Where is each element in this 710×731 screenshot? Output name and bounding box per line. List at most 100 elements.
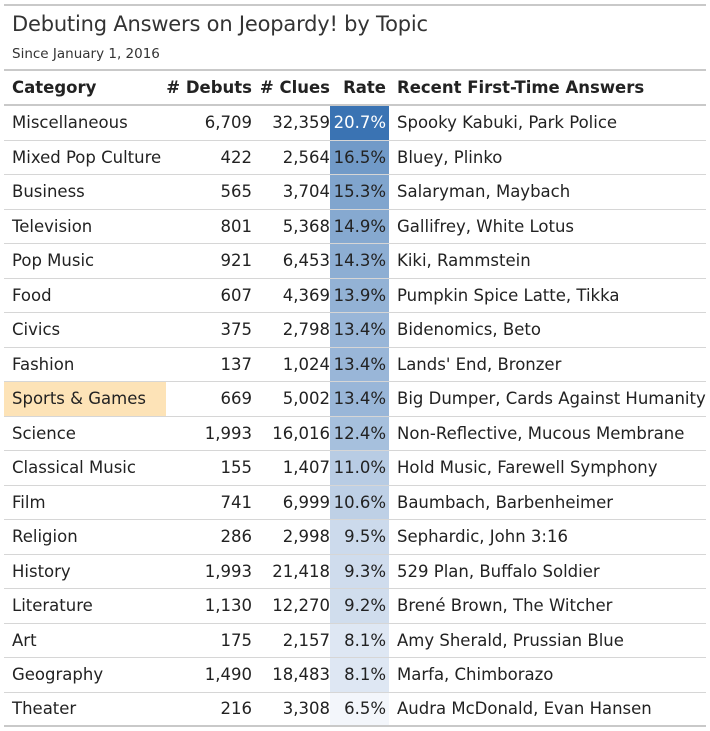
table-row: Religion 286 2,998 9.5% Sephardic, John 3:16 <box>4 520 706 555</box>
table-row: History 1,993 21,418 9.3% 529 Plan, Buffalo … <box>4 554 706 589</box>
category-cell[interactable]: Classical Music <box>12 458 136 478</box>
clues-cell: 32,359 <box>272 113 330 133</box>
category-cell[interactable]: Fashion <box>12 354 75 374</box>
rate-cell: 6.5% <box>330 692 389 725</box>
rate-cell: 9.3% <box>330 554 389 588</box>
category-cell[interactable]: Television <box>12 216 93 236</box>
category-cell[interactable]: Literature <box>12 596 93 616</box>
header-debuts[interactable]: # Debuts <box>166 78 252 97</box>
rate-cell: 8.1% <box>330 658 389 692</box>
category-cell[interactable]: Business <box>12 182 85 202</box>
category-cell[interactable]: Food <box>12 285 52 305</box>
top-rule <box>4 4 706 6</box>
category-cell[interactable]: Art <box>12 630 37 650</box>
answers-cell: Marfa, Chimborazo <box>397 665 554 685</box>
clues-cell: 18,483 <box>272 665 330 685</box>
answers-cell: 529 Plan, Buffalo Soldier <box>397 561 600 581</box>
header-clues[interactable]: # Clues <box>259 78 330 97</box>
chart-title: Debuting Answers on Jeopardy! by Topic <box>12 12 428 36</box>
debuts-cell: 1,490 <box>204 665 252 685</box>
category-cell[interactable]: Mixed Pop Culture <box>12 147 162 167</box>
answers-cell: Pumpkin Spice Latte, Tikka <box>397 285 620 305</box>
clues-cell: 6,453 <box>282 251 330 271</box>
clues-cell: 3,704 <box>282 182 330 202</box>
table-row: Literature 1,130 12,270 9.2% Brené Brown, Th… <box>4 589 706 624</box>
rate-cell: 13.4% <box>330 347 389 381</box>
clues-cell: 2,998 <box>282 527 330 547</box>
answers-cell: Amy Sherald, Prussian Blue <box>397 630 624 650</box>
debuts-cell: 6,709 <box>204 113 252 133</box>
debuts-cell: 216 <box>220 699 253 719</box>
table-row: Film 741 6,999 10.6% Baumbach, Barbenheimer <box>4 485 706 520</box>
answers-cell: Hold Music, Farewell Symphony <box>397 458 658 478</box>
table-row: Sports & Games 669 5,002 13.4% Big Dumper, C… <box>4 382 706 417</box>
clues-cell: 3,308 <box>282 699 330 719</box>
table-row: Science 1,993 16,016 12.4% Non-Reflective, M… <box>4 416 706 451</box>
clues-cell: 2,798 <box>282 320 330 340</box>
debuts-cell: 155 <box>220 458 253 478</box>
category-cell[interactable]: Religion <box>12 527 78 547</box>
table-header-row: Category # Debuts # Clues Rate Recent Fi… <box>4 71 706 106</box>
rate-cell: 10.6% <box>330 485 389 519</box>
answers-cell: Audra McDonald, Evan Hansen <box>397 699 652 719</box>
category-cell[interactable]: Miscellaneous <box>12 113 128 133</box>
answers-cell: Bidenomics, Beto <box>397 320 541 340</box>
clues-cell: 16,016 <box>272 423 330 443</box>
data-table: Category # Debuts # Clues Rate Recent Fi… <box>4 69 706 727</box>
debuts-cell: 921 <box>220 251 253 271</box>
debuts-cell: 175 <box>220 630 253 650</box>
answers-cell: Non-Reflective, Mucous Membrane <box>397 423 685 443</box>
table-row: Pop Music 921 6,453 14.3% Kiki, Rammstein <box>4 244 706 279</box>
debuts-cell: 286 <box>220 527 253 547</box>
category-cell[interactable]: History <box>12 561 71 581</box>
answers-cell: Brené Brown, The Witcher <box>397 596 613 616</box>
category-cell[interactable]: Theater <box>12 699 77 719</box>
category-cell[interactable]: Civics <box>12 320 61 340</box>
debuts-cell: 1,130 <box>204 596 252 616</box>
table-row: Civics 375 2,798 13.4% Bidenomics, Beto <box>4 313 706 348</box>
rate-cell: 16.5% <box>330 140 389 174</box>
answers-cell: Sephardic, John 3:16 <box>397 527 568 547</box>
debuts-cell: 1,993 <box>204 561 252 581</box>
clues-cell: 1,407 <box>282 458 330 478</box>
category-cell[interactable]: Pop Music <box>12 251 95 271</box>
header-rate[interactable]: Rate <box>343 78 386 97</box>
header-answers[interactable]: Recent First-Time Answers <box>397 78 645 97</box>
table-row: Business 565 3,704 15.3% Salaryman, Maybach <box>4 175 706 210</box>
clues-cell: 12,270 <box>272 596 330 616</box>
answers-cell: Big Dumper, Cards Against Humanity <box>397 389 706 409</box>
clues-cell: 21,418 <box>272 561 330 581</box>
category-cell[interactable]: Film <box>12 492 46 512</box>
answers-cell: Salaryman, Maybach <box>397 182 571 202</box>
table-row: Fashion 137 1,024 13.4% Lands' End, Bronzer <box>4 347 706 382</box>
category-cell[interactable]: Geography <box>12 665 104 685</box>
debuts-cell: 607 <box>220 285 253 305</box>
table-row: Food 607 4,369 13.9% Pumpkin Spice Latte, Ti… <box>4 278 706 313</box>
debuts-cell: 741 <box>220 492 253 512</box>
rate-cell: 20.7% <box>330 106 389 140</box>
rate-cell: 11.0% <box>330 451 389 485</box>
category-cell[interactable]: Sports & Games <box>4 382 166 416</box>
category-cell[interactable]: Science <box>12 423 76 443</box>
table-row: Classical Music 155 1,407 11.0% Hold Music, … <box>4 451 706 486</box>
debuts-cell: 422 <box>220 147 253 167</box>
table-row: Miscellaneous 6,709 32,359 20.7% Spooky Kabu… <box>4 106 706 141</box>
clues-cell: 1,024 <box>282 354 330 374</box>
debuts-cell: 669 <box>220 389 253 409</box>
table-row: Television 801 5,368 14.9% Gallifrey, White … <box>4 209 706 244</box>
header-category[interactable]: Category <box>12 78 97 97</box>
rate-cell: 8.1% <box>330 623 389 657</box>
table-row: Theater 216 3,308 6.5% Audra McDonald, Evan … <box>4 692 706 727</box>
rate-cell: 14.9% <box>330 209 389 243</box>
debuts-cell: 137 <box>220 354 253 374</box>
rate-cell: 13.4% <box>330 382 389 416</box>
rate-cell: 14.3% <box>330 244 389 278</box>
answers-cell: Bluey, Plinko <box>397 147 503 167</box>
rate-cell: 13.9% <box>330 278 389 312</box>
rate-cell: 12.4% <box>330 416 389 450</box>
answers-cell: Lands' End, Bronzer <box>397 354 562 374</box>
table-row: Mixed Pop Culture 422 2,564 16.5% Bluey, Pli… <box>4 140 706 175</box>
clues-cell: 5,002 <box>282 389 330 409</box>
debuts-cell: 375 <box>220 320 253 340</box>
debuts-cell: 801 <box>220 216 253 236</box>
